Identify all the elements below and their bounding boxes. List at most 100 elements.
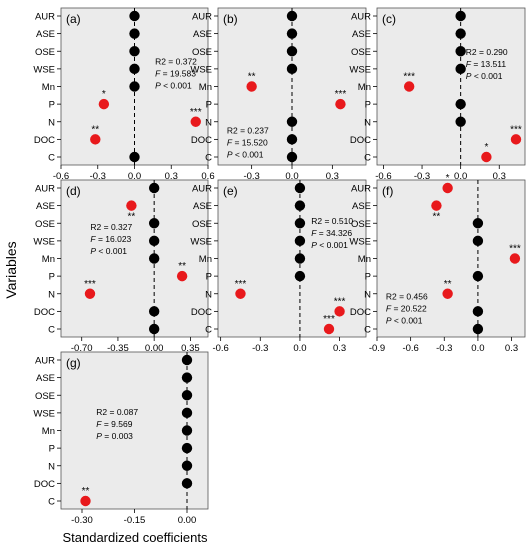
x-tick-label: 0.3	[333, 343, 346, 354]
coefficient-point-p	[335, 98, 346, 110]
coefficient-point-p	[98, 98, 110, 110]
y-tick-label: P	[49, 100, 55, 111]
panel-label: (b)	[223, 12, 238, 26]
coefficient-point-mn	[148, 253, 160, 264]
significance-label: ***	[509, 244, 521, 255]
coefficient-point-c	[472, 323, 484, 335]
x-tick-label: 0.0	[471, 343, 484, 354]
significance-label: **	[178, 261, 186, 272]
coefficient-point-ose	[148, 218, 160, 229]
y-tick-label: ASE	[36, 373, 55, 384]
stat-f-value: F = 9.569	[96, 419, 132, 429]
stat-p-value: P < 0.001	[311, 240, 348, 250]
x-tick-label: -0.3	[90, 171, 106, 182]
y-tick-label: ASE	[36, 29, 55, 40]
coefficient-point-mn	[181, 425, 193, 436]
y-tick-label: OSE	[192, 47, 212, 58]
x-tick-label: -0.3	[243, 171, 259, 182]
coefficient-point-ose	[294, 218, 306, 229]
y-tick-label: ASE	[193, 201, 212, 212]
y-tick-label: Mn	[358, 82, 371, 93]
x-tick-label: 0.3	[165, 171, 178, 182]
y-tick-label: WSE	[33, 64, 55, 75]
significance-label: ***	[510, 124, 522, 135]
coefficient-point-doc	[90, 134, 101, 145]
stat-r-squared: R2 = 0.510	[311, 216, 353, 226]
coefficient-point-mn	[403, 81, 415, 92]
y-tick-label: C	[48, 153, 55, 164]
x-tick-label: 0.35	[181, 343, 200, 354]
coefficient-point-wse	[181, 407, 193, 419]
y-tick-label: OSE	[192, 219, 212, 230]
y-tick-label: Mn	[42, 254, 55, 265]
y-tick-label: AUR	[35, 184, 55, 195]
coefficient-point-ase	[294, 200, 306, 211]
y-tick-label: C	[205, 325, 212, 336]
x-tick-label: 0.3	[505, 343, 518, 354]
coefficient-point-c	[286, 151, 298, 163]
y-tick-label: P	[206, 272, 212, 283]
panel-label: (g)	[66, 356, 81, 370]
y-tick-label: WSE	[349, 236, 371, 247]
coefficient-point-p	[176, 270, 188, 282]
coefficient-point-c	[80, 495, 91, 507]
y-tick-label: WSE	[33, 236, 55, 247]
y-tick-label: P	[206, 100, 212, 111]
x-tick-label: 0.0	[293, 343, 306, 354]
coefficient-point-wse	[148, 235, 160, 247]
coefficient-point-ase	[129, 28, 140, 39]
figure-xlabel: Standardized coefficients	[62, 530, 208, 545]
coefficient-point-doc	[148, 306, 160, 317]
coefficient-point-aur	[294, 182, 306, 194]
y-tick-label: Mn	[358, 254, 371, 265]
stat-r-squared: R2 = 0.456	[386, 291, 428, 301]
significance-label: **	[82, 486, 90, 497]
x-tick-label: -0.6	[53, 171, 69, 182]
y-tick-label: P	[49, 444, 55, 455]
coefficient-point-aur	[129, 10, 140, 22]
y-tick-label: AUR	[35, 356, 55, 367]
x-tick-label: -0.6	[375, 171, 391, 182]
coefficient-point-aur	[286, 10, 298, 22]
coefficient-point-ose	[286, 46, 298, 57]
stat-p-value: P < 0.001	[227, 150, 264, 160]
significance-label: **	[444, 279, 452, 290]
y-tick-label: WSE	[190, 64, 212, 75]
coefficient-point-doc	[510, 134, 522, 145]
y-tick-label: Mn	[199, 254, 212, 265]
y-tick-label: ASE	[36, 201, 55, 212]
x-tick-label: -0.30	[71, 515, 93, 526]
y-tick-label: N	[364, 117, 371, 128]
panel-label: (e)	[223, 184, 238, 198]
significance-label: ***	[235, 279, 247, 290]
coefficient-point-ose	[129, 46, 140, 57]
x-tick-label: -0.15	[124, 515, 146, 526]
y-tick-label: ASE	[193, 29, 212, 40]
coefficient-point-doc	[334, 306, 345, 317]
coefficient-point-wse	[286, 63, 298, 75]
stat-p-value: P < 0.001	[90, 246, 127, 256]
x-tick-label: -0.9	[369, 343, 385, 354]
coefficient-point-aur	[455, 10, 466, 22]
y-tick-label: OSE	[351, 219, 371, 230]
y-tick-label: N	[48, 117, 55, 128]
coefficient-point-ose	[455, 46, 466, 57]
stat-r-squared: R2 = 0.290	[466, 47, 508, 57]
coefficient-point-n	[84, 288, 96, 299]
y-tick-label: N	[364, 289, 371, 300]
y-tick-label: WSE	[349, 64, 371, 75]
significance-label: *	[102, 89, 106, 100]
coefficient-point-ase	[126, 200, 137, 211]
coefficient-point-ase	[455, 28, 466, 39]
x-tick-label: 0.6	[201, 171, 214, 182]
coefficient-point-ose	[181, 390, 193, 401]
significance-label: ***	[334, 296, 346, 307]
x-tick-label: -0.6	[402, 343, 418, 354]
y-tick-label: OSE	[35, 219, 55, 230]
stat-p-value: P = 0.003	[96, 431, 133, 441]
y-tick-label: DOC	[350, 307, 371, 318]
y-tick-label: OSE	[35, 391, 55, 402]
